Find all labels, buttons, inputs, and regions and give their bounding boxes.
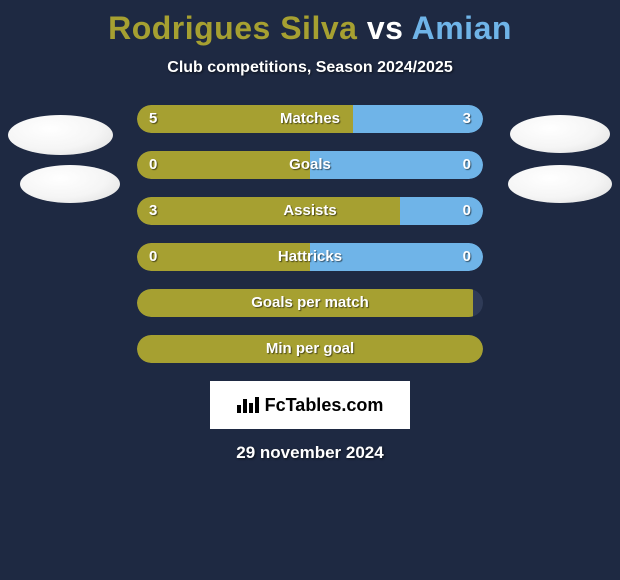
bar-chart-icon — [237, 397, 259, 413]
stat-bar-right-fill — [310, 151, 483, 179]
fctables-logo-text: FcTables.com — [237, 395, 384, 416]
stat-bar-row: 30Assists — [137, 197, 483, 225]
comparison-chart: 53Matches 00Goals 30Assists 00Hattricks Goal… — [0, 105, 620, 463]
stat-bar-left-fill — [137, 289, 473, 317]
stat-bar-row: 00Hattricks — [137, 243, 483, 271]
title-vs: vs — [367, 10, 404, 46]
stat-bar-row: Min per goal — [137, 335, 483, 363]
stat-bar-right-fill — [310, 335, 483, 363]
player1-photo-placeholder — [8, 115, 113, 155]
player2-photo-placeholder — [508, 165, 612, 203]
stat-bar-left-fill — [137, 105, 353, 133]
stat-bar-left-fill — [137, 243, 310, 271]
title-player2: Amian — [412, 10, 512, 46]
comparison-title: Rodrigues Silva vs Amian — [0, 0, 620, 47]
stat-bar-right-fill — [353, 105, 483, 133]
comparison-subtitle: Club competitions, Season 2024/2025 — [0, 59, 620, 77]
stat-bar-right-fill — [310, 243, 483, 271]
stat-bar-right-fill — [400, 197, 483, 225]
player1-photo-placeholder — [20, 165, 120, 203]
stat-bar-left-fill — [137, 197, 400, 225]
stat-bars-container: 53Matches 00Goals 30Assists 00Hattricks Goal… — [137, 105, 483, 363]
stat-bar-left-fill — [137, 335, 310, 363]
title-player1: Rodrigues Silva — [108, 10, 357, 46]
stat-bar-left-fill — [137, 151, 310, 179]
stat-bar-row: 53Matches — [137, 105, 483, 133]
logo-label: FcTables.com — [265, 395, 384, 416]
stat-bar-row: Goals per match — [137, 289, 483, 317]
stat-bar-row: 00Goals — [137, 151, 483, 179]
fctables-logo: FcTables.com — [210, 381, 410, 429]
player2-photo-placeholder — [510, 115, 610, 153]
snapshot-date: 29 november 2024 — [0, 443, 620, 463]
